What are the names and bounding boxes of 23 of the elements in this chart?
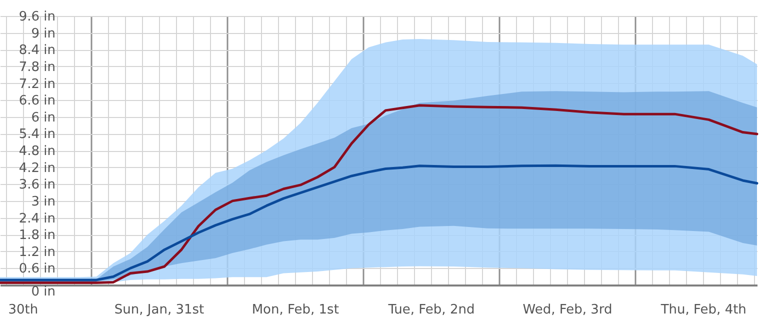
y-tick-label: 0 in bbox=[31, 284, 56, 300]
y-tick-label: 6 in bbox=[31, 110, 56, 126]
x-tick-label: Tue, Feb, 2nd bbox=[387, 302, 475, 318]
x-tick-label: Thu, Feb, 4th bbox=[660, 302, 746, 318]
y-tick-label: 4.2 in bbox=[18, 160, 56, 176]
y-tick-label: 6.6 in bbox=[18, 94, 56, 109]
x-tick-label: Wed, Feb, 3rd bbox=[522, 302, 612, 318]
y-tick-label: 0.6 in bbox=[18, 262, 56, 277]
y-tick-label: 4.8 in bbox=[18, 144, 56, 159]
y-tick-label: 3.6 in bbox=[18, 178, 56, 193]
y-tick-label: 3 in bbox=[31, 194, 56, 210]
y-tick-label: 1.2 in bbox=[18, 244, 56, 260]
y-tick-label: 9 in bbox=[31, 26, 56, 42]
y-tick-label: 7.8 in bbox=[18, 60, 56, 75]
y-tick-label: 1.8 in bbox=[18, 228, 56, 244]
x-tick-label: Mon, Feb, 1st bbox=[252, 302, 339, 318]
y-tick-label: 7.2 in bbox=[18, 76, 56, 92]
y-tick-label: 5.4 in bbox=[18, 127, 56, 142]
y-tick-label: 2.4 in bbox=[18, 211, 56, 226]
x-tick-label: 30th bbox=[8, 302, 38, 318]
x-tick-label: Sun, Jan, 31st bbox=[114, 302, 204, 318]
y-tick-label: 9.6 in bbox=[18, 10, 56, 24]
y-tick-label: 8.4 in bbox=[18, 43, 56, 58]
